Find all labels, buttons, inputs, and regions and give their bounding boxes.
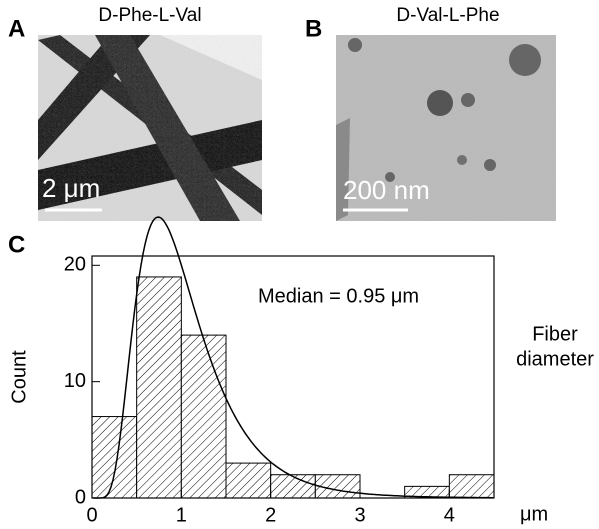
fit-curve bbox=[93, 216, 493, 499]
bar bbox=[180, 334, 227, 499]
scale-bar-label: 2 μm bbox=[42, 173, 100, 203]
bar bbox=[448, 474, 495, 499]
x-tick-label: 2 bbox=[265, 504, 276, 526]
x-tick-label: 0 bbox=[86, 504, 97, 526]
side-label: Fiber bbox=[532, 323, 578, 345]
x-unit: μm bbox=[520, 503, 548, 525]
annotation: Median = 0.95 μm bbox=[258, 285, 419, 307]
side-label: diameter bbox=[516, 348, 594, 370]
bar bbox=[136, 276, 182, 499]
panel-label: A bbox=[8, 15, 25, 42]
y-tick-label: 20 bbox=[64, 254, 86, 276]
panel-title: D-Phe-L-Val bbox=[98, 5, 201, 26]
x-tick-label: 1 bbox=[176, 504, 187, 526]
x-tick-label: 4 bbox=[444, 504, 455, 526]
micrograph-a bbox=[38, 35, 262, 221]
micrograph-b bbox=[336, 35, 556, 221]
y-tick-label: 0 bbox=[75, 486, 86, 508]
bar bbox=[91, 416, 138, 499]
bar bbox=[270, 474, 316, 499]
scale-bar-label: 200 nm bbox=[343, 175, 430, 205]
y-axis-label: Count bbox=[8, 350, 30, 404]
plot-frame bbox=[91, 255, 495, 499]
histogram: 0 10 20 0 1 2 3 4 bbox=[64, 216, 495, 526]
y-tick-label: 10 bbox=[64, 370, 86, 392]
panel-label: C bbox=[8, 231, 25, 258]
x-tick-label: 3 bbox=[354, 504, 365, 526]
panel-title: D-Val-L-Phe bbox=[396, 5, 499, 26]
panel-label: B bbox=[305, 15, 322, 42]
bar bbox=[225, 462, 272, 499]
